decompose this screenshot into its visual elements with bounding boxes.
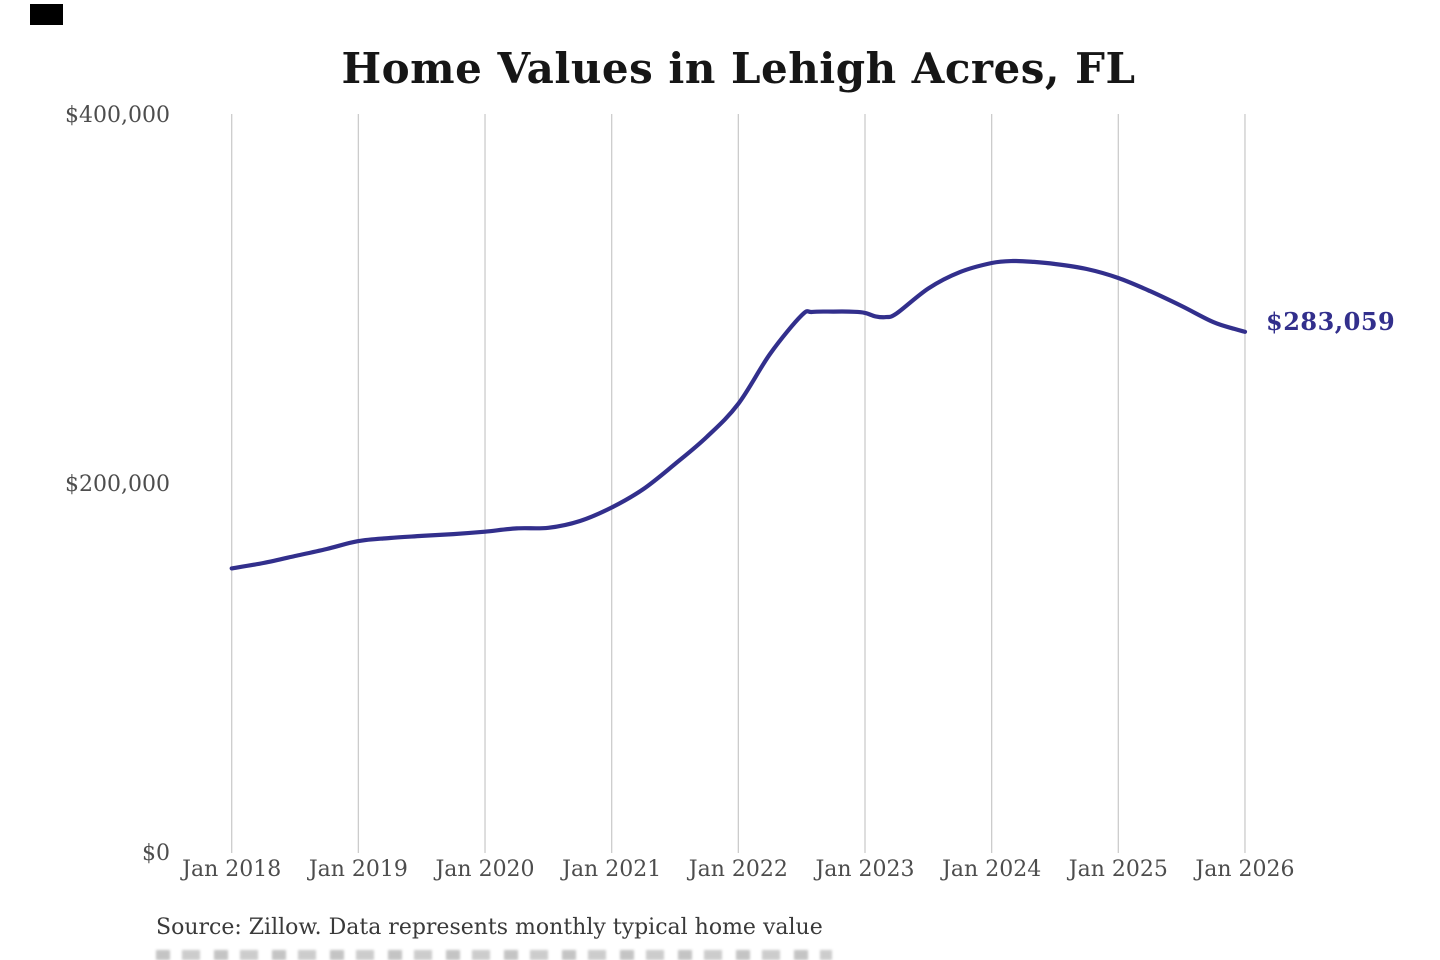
x-tick-label: Jan 2018: [182, 857, 282, 882]
x-tick-label: Jan 2021: [562, 857, 662, 882]
y-tick-label-200k: $200,000: [65, 472, 170, 497]
chart-title: Home Values in Lehigh Acres, FL: [341, 44, 1136, 93]
x-tick-label: Jan 2022: [688, 857, 788, 882]
x-tick-label: Jan 2020: [435, 857, 535, 882]
x-tick-label: Jan 2024: [942, 857, 1042, 882]
x-tick-label: Jan 2026: [1195, 857, 1295, 882]
cursor-artifact: [30, 4, 63, 25]
y-tick-label-0: $0: [142, 841, 170, 866]
x-tick-label: Jan 2019: [308, 857, 408, 882]
latest-value-label: $283,059: [1266, 307, 1396, 336]
source-note: Source: Zillow. Data represents monthly …: [156, 915, 823, 940]
cropped-text-top-edge: [156, 950, 832, 960]
y-tick-label-400k: $400,000: [65, 103, 170, 128]
home-value-line: [229, 258, 1248, 571]
x-tick-label: Jan 2023: [815, 857, 915, 882]
x-tick-label: Jan 2025: [1068, 857, 1168, 882]
